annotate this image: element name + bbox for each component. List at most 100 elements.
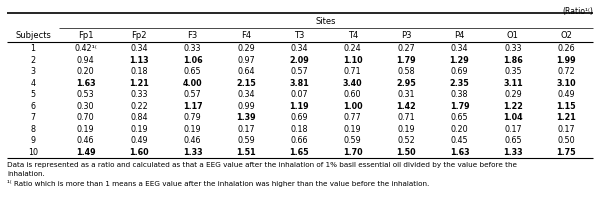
Text: 0.58: 0.58	[397, 67, 415, 76]
Text: 2.95: 2.95	[396, 79, 416, 88]
Text: 0.34: 0.34	[130, 44, 148, 53]
Text: Data is represented as a ratio and calculated as that a EEG value after the inha: Data is represented as a ratio and calcu…	[7, 162, 517, 168]
Text: 0.84: 0.84	[130, 113, 148, 122]
Text: 0.34: 0.34	[237, 90, 255, 99]
Text: 0.38: 0.38	[451, 90, 468, 99]
Text: 0.29: 0.29	[504, 90, 522, 99]
Text: 0.34: 0.34	[451, 44, 468, 53]
Text: 1.22: 1.22	[503, 102, 523, 111]
Text: 3.81: 3.81	[289, 79, 309, 88]
Text: 1.63: 1.63	[450, 148, 469, 157]
Text: 1.17: 1.17	[183, 102, 202, 111]
Text: O1: O1	[507, 30, 519, 39]
Text: 0.17: 0.17	[558, 125, 575, 134]
Text: 6: 6	[30, 102, 36, 111]
Text: 0.69: 0.69	[290, 113, 308, 122]
Text: 0.53: 0.53	[77, 90, 95, 99]
Text: Fp2: Fp2	[131, 30, 147, 39]
Text: 9: 9	[30, 136, 36, 145]
Text: 0.57: 0.57	[184, 90, 201, 99]
Text: 1.86: 1.86	[503, 56, 523, 65]
Text: 0.19: 0.19	[344, 125, 362, 134]
Text: 5: 5	[30, 90, 36, 99]
Text: (Ratio¹⁽): (Ratio¹⁽)	[562, 7, 593, 16]
Text: 0.64: 0.64	[237, 67, 255, 76]
Text: 0.45: 0.45	[450, 136, 468, 145]
Text: 0.49: 0.49	[558, 90, 575, 99]
Text: 0.24: 0.24	[344, 44, 362, 53]
Text: 0.65: 0.65	[450, 113, 468, 122]
Text: 1.49: 1.49	[76, 148, 96, 157]
Text: 0.31: 0.31	[397, 90, 415, 99]
Text: 0.77: 0.77	[344, 113, 362, 122]
Text: 0.30: 0.30	[77, 102, 95, 111]
Text: 2.09: 2.09	[289, 56, 309, 65]
Text: 1.51: 1.51	[236, 148, 256, 157]
Text: F4: F4	[241, 30, 251, 39]
Text: 3.40: 3.40	[343, 79, 362, 88]
Text: 1.65: 1.65	[290, 148, 309, 157]
Text: 0.19: 0.19	[184, 125, 201, 134]
Text: 1.29: 1.29	[450, 56, 469, 65]
Text: 3: 3	[30, 67, 36, 76]
Text: 3.11: 3.11	[503, 79, 523, 88]
Text: 0.34: 0.34	[290, 44, 308, 53]
Text: O2: O2	[560, 30, 572, 39]
Text: 0.50: 0.50	[558, 136, 575, 145]
Text: 0.26: 0.26	[558, 44, 575, 53]
Text: 1.00: 1.00	[343, 102, 362, 111]
Text: 1.39: 1.39	[236, 113, 256, 122]
Text: 0.66: 0.66	[290, 136, 308, 145]
Text: 0.97: 0.97	[237, 56, 255, 65]
Text: 1.50: 1.50	[396, 148, 416, 157]
Text: 0.07: 0.07	[290, 90, 308, 99]
Text: 1.21: 1.21	[129, 79, 149, 88]
Text: 0.59: 0.59	[344, 136, 362, 145]
Text: 1.15: 1.15	[556, 102, 576, 111]
Text: 0.17: 0.17	[237, 125, 255, 134]
Text: Sites: Sites	[316, 17, 336, 26]
Text: Fp1: Fp1	[78, 30, 93, 39]
Text: 1.19: 1.19	[290, 102, 309, 111]
Text: 0.57: 0.57	[290, 67, 308, 76]
Text: 1.06: 1.06	[183, 56, 202, 65]
Text: 0.94: 0.94	[77, 56, 95, 65]
Text: 0.20: 0.20	[77, 67, 95, 76]
Text: 0.60: 0.60	[344, 90, 361, 99]
Text: 0.19: 0.19	[397, 125, 415, 134]
Text: 1.04: 1.04	[503, 113, 523, 122]
Text: inhalation.: inhalation.	[7, 171, 45, 177]
Text: 0.29: 0.29	[237, 44, 255, 53]
Text: 0.72: 0.72	[558, 67, 575, 76]
Text: 0.69: 0.69	[450, 67, 468, 76]
Text: 1.79: 1.79	[396, 56, 416, 65]
Text: 0.17: 0.17	[504, 125, 522, 134]
Text: 1.60: 1.60	[129, 148, 149, 157]
Text: 0.19: 0.19	[130, 125, 148, 134]
Text: 4.00: 4.00	[183, 79, 202, 88]
Text: 0.18: 0.18	[130, 67, 148, 76]
Text: F3: F3	[187, 30, 198, 39]
Text: 0.20: 0.20	[450, 125, 468, 134]
Text: 1.21: 1.21	[556, 113, 576, 122]
Text: 10: 10	[28, 148, 38, 157]
Text: 1.63: 1.63	[76, 79, 96, 88]
Text: 0.18: 0.18	[290, 125, 308, 134]
Text: 1.75: 1.75	[556, 148, 576, 157]
Text: ¹⁽ Ratio which is more than 1 means a EEG value after the inhalation was higher : ¹⁽ Ratio which is more than 1 means a EE…	[7, 180, 429, 187]
Text: 1: 1	[30, 44, 36, 53]
Text: 0.71: 0.71	[344, 67, 362, 76]
Text: 0.33: 0.33	[130, 90, 148, 99]
Text: 0.99: 0.99	[237, 102, 255, 111]
Text: 4: 4	[30, 79, 36, 88]
Text: 0.49: 0.49	[130, 136, 148, 145]
Text: 0.35: 0.35	[504, 67, 522, 76]
Text: 0.46: 0.46	[77, 136, 95, 145]
Text: 1.79: 1.79	[450, 102, 469, 111]
Text: 1.13: 1.13	[129, 56, 149, 65]
Text: P3: P3	[401, 30, 411, 39]
Text: 1.33: 1.33	[503, 148, 523, 157]
Text: Subjects: Subjects	[15, 30, 51, 39]
Text: T4: T4	[347, 30, 358, 39]
Text: 1.33: 1.33	[183, 148, 202, 157]
